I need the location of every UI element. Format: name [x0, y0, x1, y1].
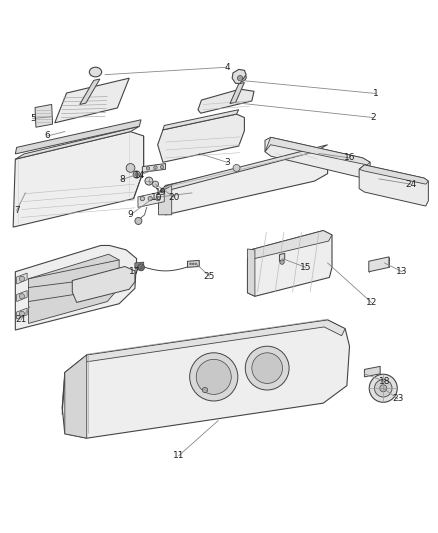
Polygon shape: [17, 308, 27, 319]
Polygon shape: [80, 79, 100, 104]
Circle shape: [202, 387, 208, 393]
Text: 23: 23: [392, 394, 403, 403]
Polygon shape: [359, 165, 428, 184]
Text: 17: 17: [129, 267, 141, 276]
Circle shape: [19, 276, 25, 281]
Text: 8: 8: [119, 175, 125, 184]
Circle shape: [152, 181, 159, 187]
Ellipse shape: [234, 73, 246, 82]
Text: 19: 19: [155, 189, 167, 197]
Text: 3: 3: [224, 158, 230, 167]
Text: 6: 6: [44, 132, 50, 141]
Circle shape: [126, 164, 135, 172]
Circle shape: [148, 197, 152, 201]
Polygon shape: [55, 78, 129, 123]
Text: 14: 14: [134, 171, 145, 180]
Circle shape: [19, 311, 25, 317]
Circle shape: [190, 353, 238, 401]
Circle shape: [145, 177, 153, 185]
Polygon shape: [159, 185, 172, 215]
Circle shape: [133, 171, 140, 178]
Polygon shape: [198, 89, 254, 113]
Text: 1: 1: [373, 89, 379, 98]
Circle shape: [245, 346, 289, 390]
Text: 25: 25: [204, 272, 215, 281]
Polygon shape: [13, 132, 144, 227]
Text: 16: 16: [344, 154, 355, 163]
Polygon shape: [247, 231, 332, 260]
Polygon shape: [15, 120, 141, 154]
Text: 18: 18: [379, 377, 390, 386]
Circle shape: [237, 76, 243, 81]
Circle shape: [154, 166, 157, 169]
Text: 5: 5: [30, 114, 36, 123]
Polygon shape: [15, 126, 139, 159]
Polygon shape: [138, 191, 164, 207]
Polygon shape: [35, 104, 53, 127]
Circle shape: [369, 374, 397, 402]
Circle shape: [195, 263, 197, 265]
Text: 9: 9: [127, 211, 134, 219]
Text: 11: 11: [173, 451, 184, 460]
Polygon shape: [265, 138, 370, 165]
Text: 10: 10: [151, 193, 162, 202]
Circle shape: [160, 165, 164, 169]
Polygon shape: [159, 152, 328, 215]
Circle shape: [19, 294, 25, 299]
Polygon shape: [72, 266, 135, 302]
Polygon shape: [163, 110, 239, 130]
Polygon shape: [187, 260, 199, 268]
Circle shape: [280, 260, 284, 264]
Polygon shape: [369, 257, 389, 272]
Polygon shape: [65, 320, 345, 379]
Text: 2: 2: [371, 113, 376, 122]
Text: 20: 20: [169, 193, 180, 202]
Polygon shape: [232, 69, 246, 84]
Polygon shape: [247, 231, 332, 296]
Polygon shape: [62, 373, 65, 415]
Polygon shape: [62, 320, 350, 438]
Circle shape: [192, 263, 194, 265]
Polygon shape: [247, 249, 255, 296]
Text: 12: 12: [366, 298, 377, 307]
Polygon shape: [159, 145, 328, 193]
Circle shape: [252, 353, 283, 383]
Circle shape: [233, 165, 240, 172]
Text: 13: 13: [396, 267, 408, 276]
Polygon shape: [17, 273, 27, 284]
Polygon shape: [230, 83, 244, 103]
Polygon shape: [364, 366, 380, 377]
Circle shape: [138, 264, 145, 271]
Polygon shape: [142, 164, 166, 172]
Text: 21: 21: [15, 316, 27, 325]
Circle shape: [156, 197, 160, 201]
Polygon shape: [17, 290, 27, 302]
Polygon shape: [158, 114, 244, 162]
Polygon shape: [135, 262, 144, 268]
Polygon shape: [65, 355, 87, 438]
Text: 24: 24: [405, 180, 417, 189]
Polygon shape: [28, 254, 119, 324]
Circle shape: [196, 359, 231, 394]
Polygon shape: [265, 138, 370, 178]
Circle shape: [140, 197, 145, 201]
Polygon shape: [279, 253, 285, 261]
Circle shape: [190, 263, 191, 265]
Ellipse shape: [89, 67, 102, 77]
Circle shape: [135, 173, 138, 176]
Polygon shape: [359, 165, 428, 206]
Circle shape: [146, 167, 150, 170]
Text: 15: 15: [300, 263, 311, 272]
Text: 7: 7: [14, 206, 20, 215]
Text: 4: 4: [224, 63, 230, 72]
Circle shape: [374, 379, 392, 397]
Polygon shape: [15, 246, 137, 330]
Circle shape: [135, 217, 142, 224]
Circle shape: [380, 385, 387, 392]
